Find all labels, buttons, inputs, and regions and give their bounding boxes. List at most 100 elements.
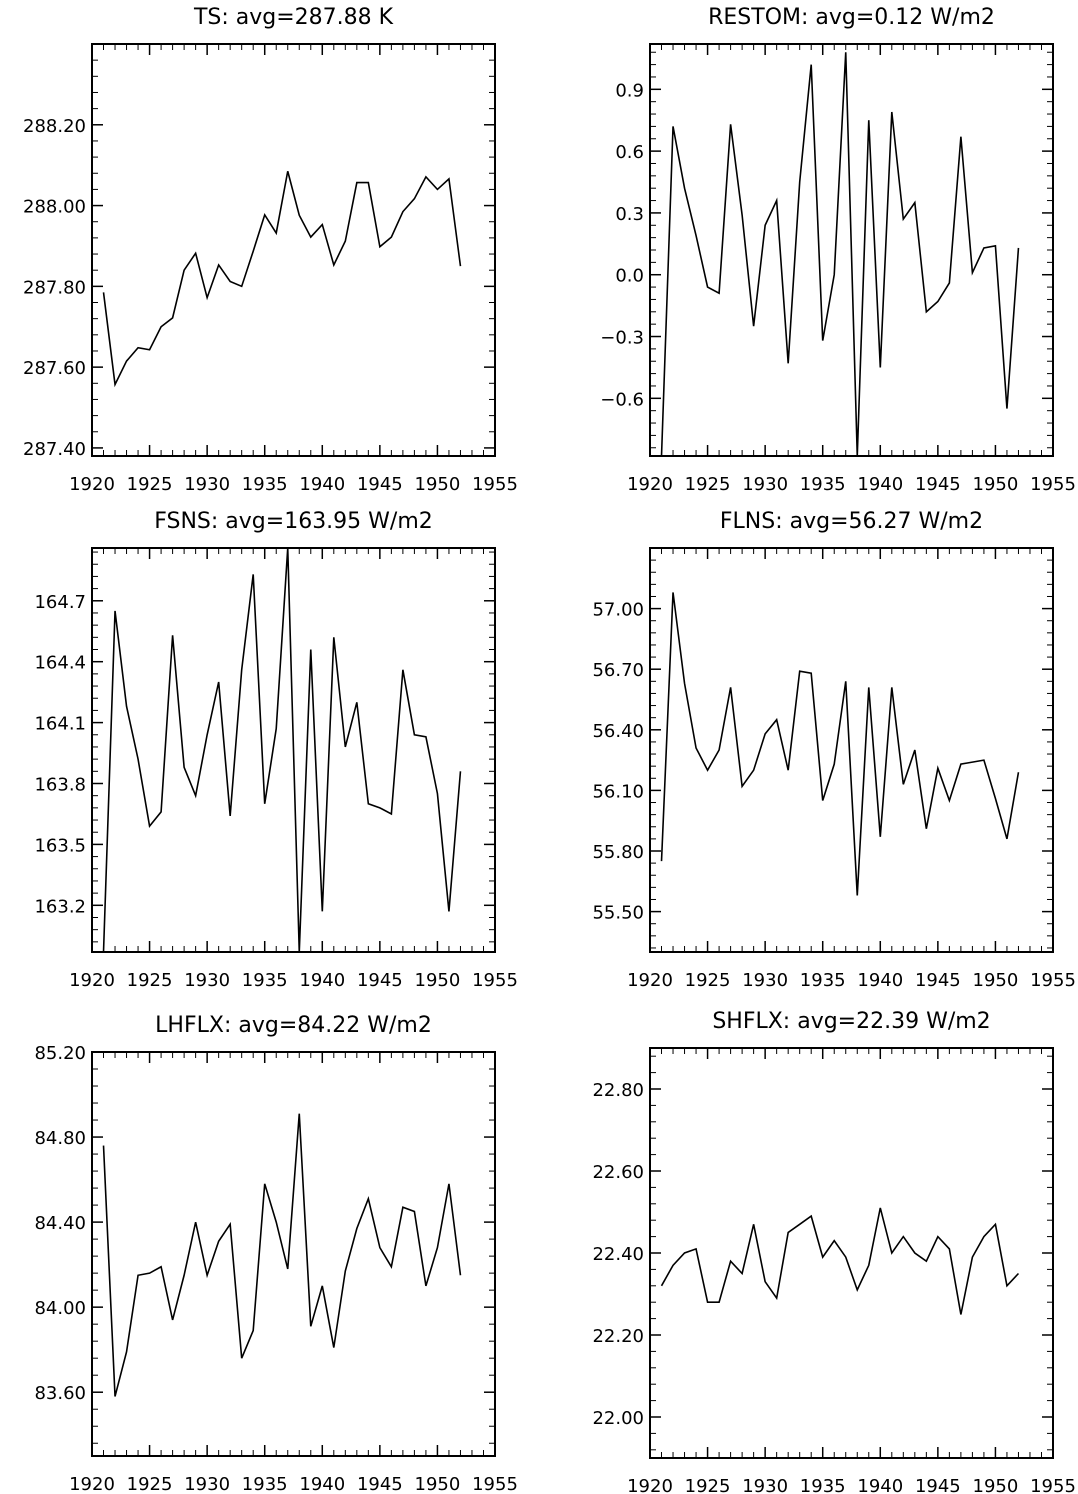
x-tick-label: 1935: [242, 474, 288, 495]
x-tick-label: 1930: [184, 970, 230, 991]
x-tick-label: 1940: [299, 970, 345, 991]
y-tick-label: 22.00: [592, 1408, 644, 1429]
y-tick-label: 56.70: [592, 660, 644, 681]
x-tick-label: 1945: [915, 1476, 961, 1494]
x-tick-label: 1945: [915, 474, 961, 495]
plot-frame: [91, 43, 496, 457]
x-tick-label: 1940: [299, 1474, 345, 1494]
x-tick-label: 1925: [127, 474, 173, 495]
y-tick-label: 84.00: [34, 1298, 86, 1319]
y-tick-label: 0.6: [615, 142, 644, 163]
x-tick-label: 1925: [127, 1474, 173, 1494]
y-tick-label: 57.00: [592, 600, 644, 621]
x-tick-label: 1920: [69, 1474, 115, 1494]
y-tick-label: 0.0: [615, 266, 644, 287]
series-line: [102, 1113, 462, 1397]
y-tick-label: 22.80: [592, 1080, 644, 1101]
y-tick-label: 85.20: [34, 1043, 86, 1064]
y-tick-label: 56.40: [592, 721, 644, 742]
series-line: [660, 1207, 1020, 1315]
x-tick-label: 1955: [1030, 1476, 1076, 1494]
y-tick-label: 288.20: [23, 116, 86, 137]
y-tick-label: 163.2: [34, 896, 86, 917]
y-tick-label: 55.80: [592, 842, 644, 863]
x-tick-label: 1930: [742, 1476, 788, 1494]
x-tick-label: 1930: [742, 474, 788, 495]
x-tick-label: 1950: [415, 474, 461, 495]
y-tick-label: 84.40: [34, 1213, 86, 1234]
panel-fsns: FSNS: avg=163.95 W/m2 1920 1925 1930 1935 194…: [34, 509, 517, 991]
x-tick-label: 1935: [800, 1476, 846, 1494]
x-tick-label: 1935: [242, 970, 288, 991]
y-tick-label: 164.7: [34, 592, 86, 613]
x-tick-label: 1930: [184, 474, 230, 495]
x-tick-label: 1925: [127, 970, 173, 991]
y-tick-label: 84.80: [34, 1128, 86, 1149]
x-tick-label: 1935: [800, 970, 846, 991]
x-tick-label: 1955: [472, 1474, 518, 1494]
plot-frame: [649, 1047, 1054, 1459]
y-tick-label: 0.9: [615, 80, 644, 101]
x-tick-label: 1925: [685, 474, 731, 495]
y-tick-label: 163.5: [34, 835, 86, 856]
panel-shflx: SHFLX: avg=22.39 W/m2 1920 1925 1930 1935 194…: [592, 1009, 1075, 1494]
x-tick-label: 1925: [685, 970, 731, 991]
series-line: [660, 592, 1020, 896]
y-tick-label: 56.10: [592, 781, 644, 802]
y-tick-label: 83.60: [34, 1383, 86, 1404]
panel-title: FLNS: avg=56.27 W/m2: [720, 509, 983, 534]
y-tick-label: 0.3: [615, 204, 644, 225]
x-tick-label: 1920: [627, 474, 673, 495]
x-tick-label: 1955: [1030, 474, 1076, 495]
x-tick-label: 1955: [472, 970, 518, 991]
x-tick-label: 1950: [415, 1474, 461, 1494]
x-tick-label: 1940: [857, 474, 903, 495]
x-tick-label: 1920: [69, 970, 115, 991]
x-tick-label: 1940: [857, 1476, 903, 1494]
x-tick-label: 1925: [685, 1476, 731, 1494]
panel-restom: RESTOM: avg=0.12 W/m2 1920 1925 1930 1935 194…: [600, 5, 1076, 495]
series-line: [102, 548, 462, 952]
series-line: [102, 171, 462, 388]
x-tick-label: 1955: [1030, 970, 1076, 991]
x-tick-label: 1930: [184, 1474, 230, 1494]
panel-title: LHFLX: avg=84.22 W/m2: [155, 1013, 432, 1038]
plot-frame: [649, 547, 1054, 953]
x-tick-label: 1950: [973, 1476, 1019, 1494]
x-tick-label: 1950: [973, 474, 1019, 495]
panel-title: FSNS: avg=163.95 W/m2: [154, 509, 433, 534]
x-tick-label: 1945: [357, 1474, 403, 1494]
x-tick-label: 1950: [415, 970, 461, 991]
x-tick-label: 1935: [242, 1474, 288, 1494]
y-tick-label: 287.60: [23, 358, 86, 379]
y-tick-label: 288.00: [23, 197, 86, 218]
y-tick-label: 287.80: [23, 277, 86, 298]
panel-lhflx: LHFLX: avg=84.22 W/m2 1920 1925 1930 1935 194…: [34, 1013, 517, 1494]
y-tick-label: 164.4: [34, 653, 86, 674]
x-tick-label: 1940: [857, 970, 903, 991]
x-tick-label: 1945: [357, 970, 403, 991]
y-tick-label: 22.60: [592, 1162, 644, 1183]
panel-title: SHFLX: avg=22.39 W/m2: [712, 1009, 990, 1034]
x-tick-label: 1920: [69, 474, 115, 495]
plot-frame: [91, 1051, 496, 1457]
series-line: [660, 52, 1020, 456]
x-tick-label: 1945: [915, 970, 961, 991]
x-tick-label: 1955: [472, 474, 518, 495]
y-tick-label: 22.20: [592, 1326, 644, 1347]
panel-title: TS: avg=287.88 K: [193, 5, 394, 30]
x-tick-label: 1920: [627, 970, 673, 991]
plot-frame: [91, 547, 496, 953]
y-tick-label: −0.6: [600, 389, 644, 410]
y-tick-label: 22.40: [592, 1244, 644, 1265]
panel-title: RESTOM: avg=0.12 W/m2: [708, 5, 995, 30]
x-tick-label: 1935: [800, 474, 846, 495]
panel-ts: TS: avg=287.88 K 1920 1925 1930 1935 1940 1945…: [23, 5, 518, 495]
x-tick-label: 1950: [973, 970, 1019, 991]
y-tick-label: 163.8: [34, 774, 86, 795]
panel-flns: FLNS: avg=56.27 W/m2 1920 1925 1930 1935 1940…: [592, 509, 1075, 991]
x-tick-label: 1920: [627, 1476, 673, 1494]
y-tick-label: 164.1: [34, 714, 86, 735]
